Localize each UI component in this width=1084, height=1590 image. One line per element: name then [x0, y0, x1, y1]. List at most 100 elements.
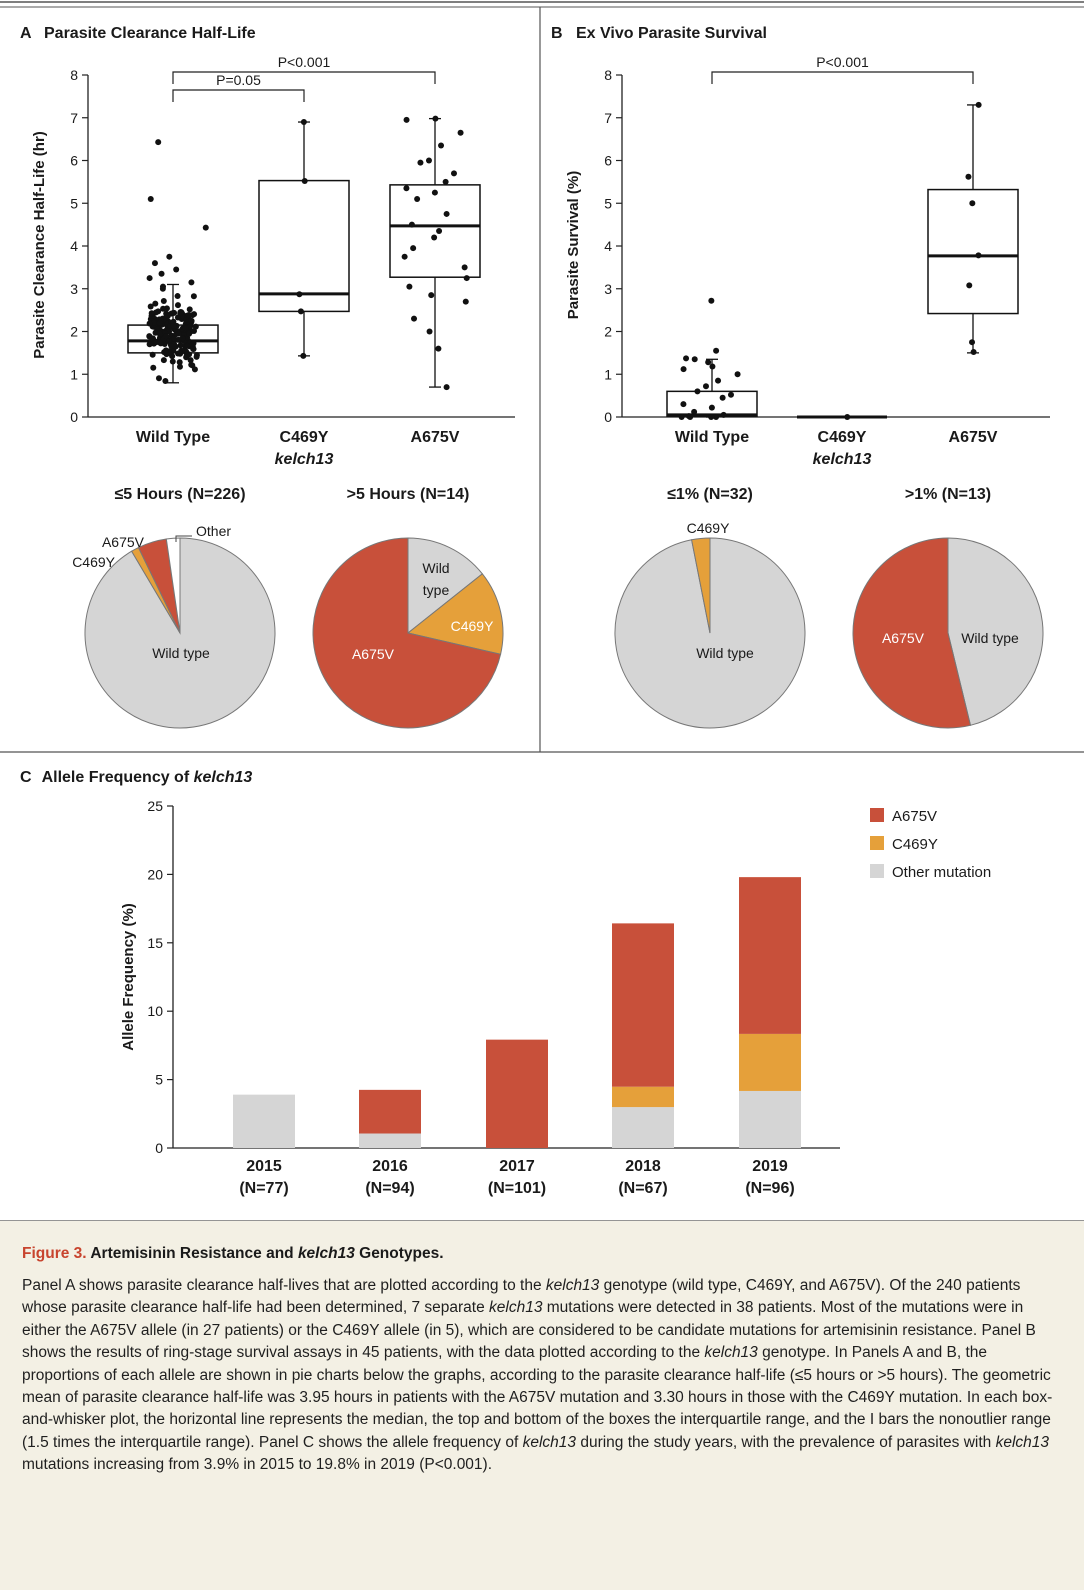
y-tick-label: 0: [604, 409, 612, 425]
legend-label: A675V: [892, 808, 937, 825]
data-point: [694, 388, 701, 395]
x-category-n: (N=94): [365, 1180, 414, 1197]
y-tick-label: 20: [147, 866, 163, 882]
panel-b-ylabel: Parasite Survival (%): [565, 171, 582, 319]
x-category-label: 2016: [372, 1158, 408, 1175]
bar-segment-other-mutation: [612, 1107, 674, 1148]
data-point: [182, 325, 189, 332]
pie-slice-label: Other: [196, 523, 231, 539]
y-tick-label: 4: [604, 238, 612, 254]
data-point: [727, 391, 734, 398]
y-tick-label: 0: [155, 1140, 163, 1156]
pie-slice-label: A675V: [352, 646, 395, 662]
data-point: [150, 364, 157, 371]
data-point: [969, 200, 976, 207]
x-category-label: 2018: [625, 1158, 661, 1175]
data-point: [174, 302, 181, 309]
data-point: [965, 173, 972, 180]
data-point: [425, 157, 432, 164]
data-point: [146, 275, 153, 282]
data-point: [414, 195, 421, 202]
y-tick-label: 15: [147, 935, 163, 951]
data-point: [188, 361, 195, 368]
pie-slice-wild-type: [407, 537, 484, 635]
panel-a-ylabel: Parasite Clearance Half-Life (hr): [31, 131, 48, 359]
p-value-label: P<0.001: [816, 54, 869, 70]
data-point: [450, 170, 457, 177]
pie-slice-label: Wild: [422, 560, 449, 576]
data-point: [296, 291, 303, 298]
data-point: [457, 129, 464, 136]
data-point: [147, 303, 154, 310]
panel-c-title-italic: kelch13: [194, 769, 253, 786]
panel-b-letter: B: [551, 25, 563, 42]
data-point: [443, 384, 450, 391]
data-point: [162, 347, 169, 354]
x-category-sublabel: kelch13: [813, 451, 872, 468]
pie-slice-label: Wild type: [696, 645, 754, 661]
pie-slice-label: Wild type: [961, 630, 1019, 646]
data-point: [408, 221, 415, 228]
text-segment: mutations were detected in 38 patients. …: [22, 1299, 1036, 1362]
data-point: [301, 178, 308, 185]
data-point: [691, 356, 698, 363]
x-category-label: C469Y: [818, 429, 867, 446]
legend-swatch: [870, 808, 884, 822]
x-category-n: (N=67): [618, 1180, 667, 1197]
pie-slice-label: C469Y: [451, 618, 494, 634]
x-category-n: (N=101): [488, 1180, 546, 1197]
caption-title: Figure 3. Artemisinin Resistance and kel…: [22, 1243, 1062, 1265]
y-tick-label: 3: [70, 281, 78, 297]
bar-segment-other-mutation: [359, 1133, 421, 1148]
x-category-label: 2019: [752, 1158, 788, 1175]
data-point: [185, 312, 192, 319]
pie-slice-label: C469Y: [72, 554, 115, 570]
data-point: [406, 283, 413, 290]
data-point: [426, 328, 433, 335]
pie-title: >5 Hours (N=14): [347, 486, 470, 503]
data-point: [192, 323, 199, 330]
panel-c-ylabel: Allele Frequency (%): [120, 903, 137, 1051]
data-point: [174, 350, 181, 357]
x-category-label: 2015: [246, 1158, 282, 1175]
data-point: [713, 414, 720, 420]
italic-segment: kelch13: [545, 1277, 600, 1294]
y-tick-label: 6: [70, 153, 78, 169]
y-tick-label: 4: [70, 238, 78, 254]
text-segment: genotype (wild type, C469Y, and A675V). …: [22, 1277, 1021, 1317]
italic-segment: kelch13: [995, 1433, 1050, 1451]
data-point: [159, 285, 166, 292]
data-point: [461, 264, 468, 271]
data-point: [683, 355, 690, 362]
data-point: [155, 139, 162, 146]
caption-title-pre: Artemisinin Resistance and: [86, 1245, 298, 1262]
y-tick-label: 0: [70, 409, 78, 425]
y-tick-label: 7: [70, 110, 78, 126]
data-point: [442, 178, 449, 185]
data-point: [411, 315, 418, 322]
pie-slice-c469y: [691, 537, 711, 634]
data-point: [708, 414, 715, 420]
data-point: [687, 414, 694, 420]
data-point: [149, 351, 156, 358]
data-point: [148, 310, 155, 317]
data-point: [156, 330, 163, 337]
panel-b-boxplot: 0 1 2 3 4 5 6 7 8 Wild Type C469Y A675V kelch13 P<0.0…: [604, 54, 1050, 468]
caption-body: Panel A shows parasite clearance half-li…: [22, 1275, 1062, 1477]
pie-title: >1% (N=13): [905, 486, 991, 503]
pie-slice-c469y: [406, 573, 504, 655]
y-tick-label: 7: [604, 110, 612, 126]
data-point: [151, 260, 158, 267]
data-point: [438, 142, 445, 149]
y-tick-label: 1: [70, 366, 78, 382]
bar-segment-a675v: [739, 877, 801, 1034]
panel-c-title-text: Allele Frequency of: [42, 769, 194, 786]
caption-title-italic: kelch13: [297, 1245, 355, 1262]
panel-a-boxplot: 0 1 2 3 4 5 6 7 8 Wild Type C469Y A675V kelch13 P=0.0…: [70, 54, 515, 468]
pie-slice-label: C469Y: [687, 520, 730, 536]
y-tick-label: 5: [604, 195, 612, 211]
data-point: [191, 366, 198, 373]
data-point: [702, 383, 709, 390]
data-point: [417, 159, 424, 166]
data-point: [173, 266, 180, 273]
